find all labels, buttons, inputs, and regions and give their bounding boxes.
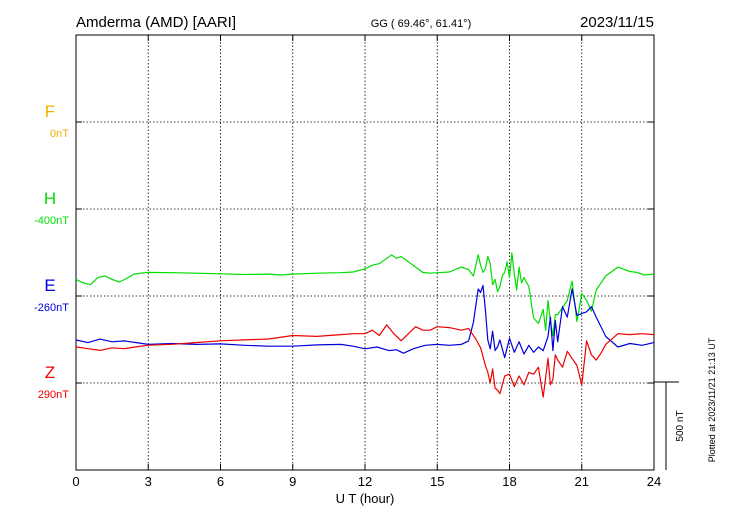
x-tick-label: 12 [358,474,372,489]
x-tick-label: 15 [430,474,444,489]
series-baseline-h: -400nT [34,215,69,227]
plotted-timestamp: Plotted at 2023/11/21 21:13 UT [707,337,717,462]
series-labels: F 0nT H -400nT E -260nT Z 290nT [34,102,69,401]
series-name-e: E [44,276,55,295]
x-ticks: 0 3 6 9 12 15 18 21 24 [72,35,661,489]
scale-bar-label: 500 nT [675,410,686,441]
x-axis-label: U T (hour) [336,491,395,506]
coordinates-label: GG ( 69.46°, 61.41°) [371,18,472,30]
series-name-h: H [44,189,56,208]
series-name-f: F [45,102,55,121]
series-line-h [75,252,655,337]
series-baseline-f: 0nT [50,128,69,140]
grid [76,35,654,470]
x-tick-label: 24 [647,474,661,489]
series-line-z [75,324,655,398]
series-baseline-e: -260nT [34,302,69,314]
scale-bar [654,381,679,470]
x-tick-label: 9 [289,474,296,489]
station-title: Amderma (AMD) [AARI] [76,14,236,31]
x-tick-label: 18 [502,474,516,489]
x-tick-label: 21 [575,474,589,489]
series-line-e [75,284,655,359]
series-baseline-z: 290nT [38,389,69,401]
x-tick-label: 0 [72,474,79,489]
date-label: 2023/11/15 [580,14,654,31]
x-tick-label: 3 [145,474,152,489]
series-group [75,252,655,398]
x-tick-label: 6 [217,474,224,489]
series-name-z: Z [45,363,55,382]
